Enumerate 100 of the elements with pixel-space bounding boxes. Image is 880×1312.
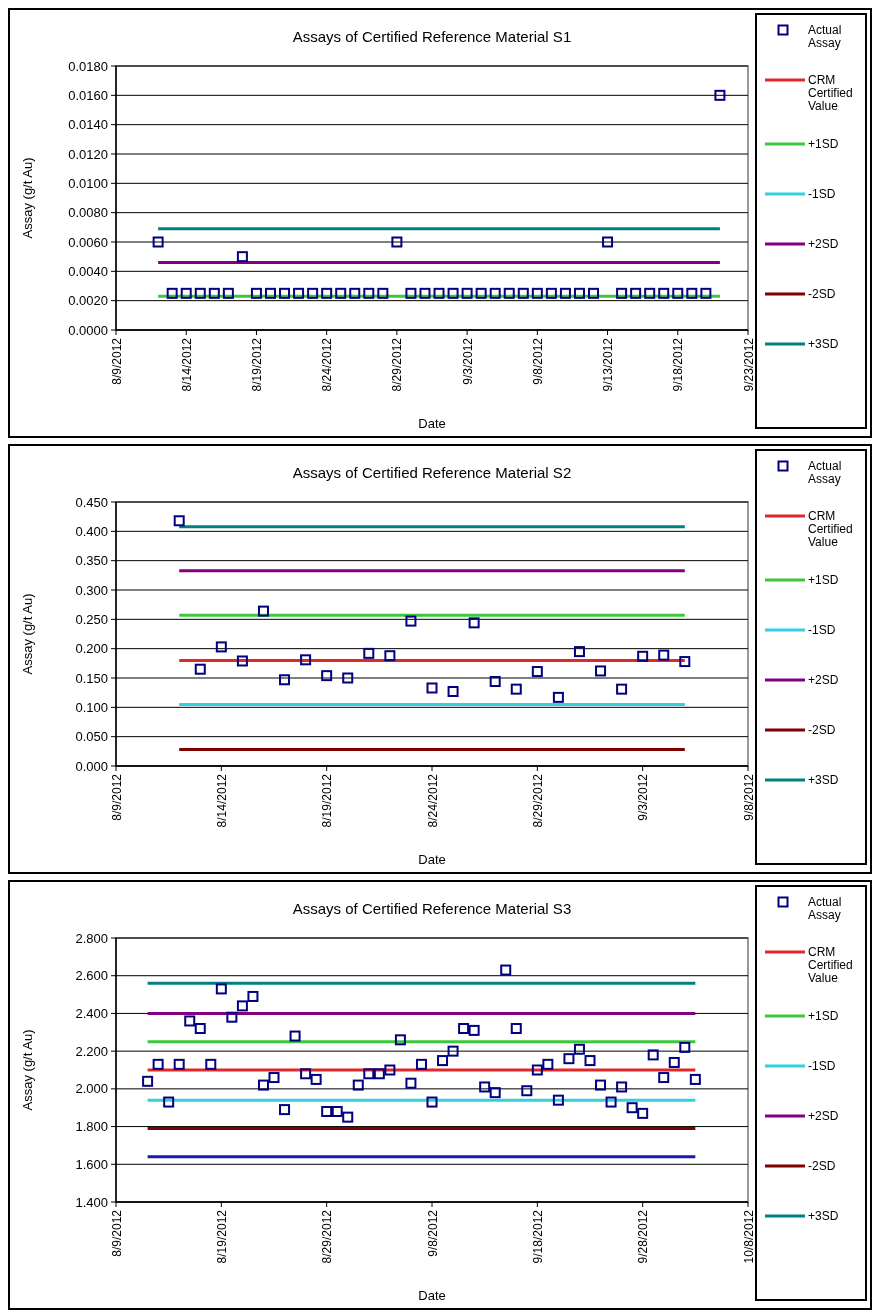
point — [637, 650, 649, 662]
legend-label: +3SD — [808, 1209, 839, 1223]
x-tick-label: 8/9/2012 — [109, 337, 124, 385]
point — [531, 666, 543, 678]
point — [152, 236, 164, 248]
x-tick-label: 8/14/2012 — [179, 337, 194, 392]
point — [447, 1045, 459, 1057]
point — [264, 287, 276, 299]
legend-label: +3SD — [808, 773, 839, 787]
point — [489, 287, 501, 299]
point — [321, 287, 333, 299]
point — [215, 983, 227, 995]
y-tick-label: 2.200 — [75, 1043, 108, 1059]
legend-label: +1SD — [808, 573, 839, 587]
point — [142, 1075, 154, 1087]
point — [268, 1072, 280, 1084]
y-tick-label: 2.400 — [75, 1005, 108, 1021]
y-axis-title: Assay (g/t Au) — [20, 593, 35, 675]
point — [489, 676, 501, 688]
point — [426, 1096, 438, 1108]
point — [542, 1058, 554, 1070]
point — [152, 1058, 164, 1070]
point — [531, 1064, 543, 1076]
point — [689, 1073, 701, 1085]
point — [489, 1087, 501, 1099]
point — [352, 1079, 364, 1091]
point — [605, 1096, 617, 1108]
point — [166, 287, 178, 299]
point — [637, 1107, 649, 1119]
legend-label: Actual Assay — [808, 895, 842, 922]
legend-label: +2SD — [808, 1109, 839, 1123]
point — [173, 1058, 185, 1070]
point — [331, 1105, 343, 1117]
point — [468, 1024, 480, 1036]
point — [602, 236, 614, 248]
point — [563, 1053, 575, 1065]
point — [573, 287, 585, 299]
y-tick-label: 0.150 — [75, 670, 108, 686]
point — [405, 287, 417, 299]
point — [321, 670, 333, 682]
point — [289, 1030, 301, 1042]
y-tick-label: 0.0100 — [68, 175, 108, 191]
legend-label: +2SD — [808, 237, 839, 251]
chart-title: Assays of Certified Reference Material S2 — [292, 464, 572, 481]
y-tick-label: 0.250 — [75, 611, 108, 627]
point — [616, 1081, 628, 1093]
point — [293, 287, 305, 299]
point — [521, 1085, 533, 1097]
point — [226, 1011, 238, 1023]
point — [559, 287, 571, 299]
point — [307, 287, 319, 299]
point — [384, 1064, 396, 1076]
point — [163, 1096, 175, 1108]
x-tick-label: 8/14/2012 — [214, 773, 229, 828]
point — [545, 287, 557, 299]
point — [363, 287, 375, 299]
point — [194, 287, 206, 299]
point — [616, 287, 628, 299]
x-tick-label: 8/9/2012 — [109, 773, 124, 821]
x-tick-label: 9/8/2012 — [425, 1209, 440, 1257]
point — [437, 1055, 449, 1067]
y-tick-label: 2.000 — [75, 1081, 108, 1097]
point — [672, 287, 684, 299]
y-tick-label: 1.400 — [75, 1194, 108, 1210]
y-tick-label: 0.300 — [75, 582, 108, 598]
y-tick-label: 0.350 — [75, 553, 108, 569]
y-tick-label: 0.100 — [75, 699, 108, 715]
y-tick-label: 1.600 — [75, 1156, 108, 1172]
chart-title: Assays of Certified Reference Material S3 — [292, 900, 572, 917]
point — [236, 1000, 248, 1012]
point — [194, 663, 206, 675]
point — [573, 646, 585, 658]
y-tick-label: 0.0000 — [68, 322, 108, 338]
point — [335, 287, 347, 299]
x-tick-label: 8/24/2012 — [320, 337, 335, 392]
point — [405, 615, 417, 627]
y-tick-label: 0.0140 — [68, 117, 108, 133]
point — [394, 1034, 406, 1046]
point — [349, 287, 361, 299]
legend-label: -1SD — [808, 187, 836, 201]
point — [194, 1023, 206, 1035]
point — [658, 649, 670, 661]
legend-label: CRM Certified Value — [808, 509, 853, 549]
y-tick-label: 0.050 — [75, 729, 108, 745]
x-tick-label: 8/24/2012 — [425, 773, 440, 828]
x-tick-label: 9/3/2012 — [636, 773, 651, 821]
legend-label: CRM Certified Value — [808, 945, 853, 985]
x-tick-label: 9/18/2012 — [671, 337, 686, 392]
legend-label: +3SD — [808, 337, 839, 351]
point — [300, 1068, 312, 1080]
point — [679, 656, 691, 668]
x-tick-label: 10/8/2012 — [741, 1209, 756, 1264]
point — [479, 1081, 491, 1093]
point — [415, 1058, 427, 1070]
legend-label: Actual Assay — [808, 459, 842, 486]
point — [626, 1102, 638, 1114]
x-tick-label: 8/19/2012 — [249, 337, 264, 392]
point — [447, 287, 459, 299]
point — [500, 964, 512, 976]
point — [552, 1094, 564, 1106]
